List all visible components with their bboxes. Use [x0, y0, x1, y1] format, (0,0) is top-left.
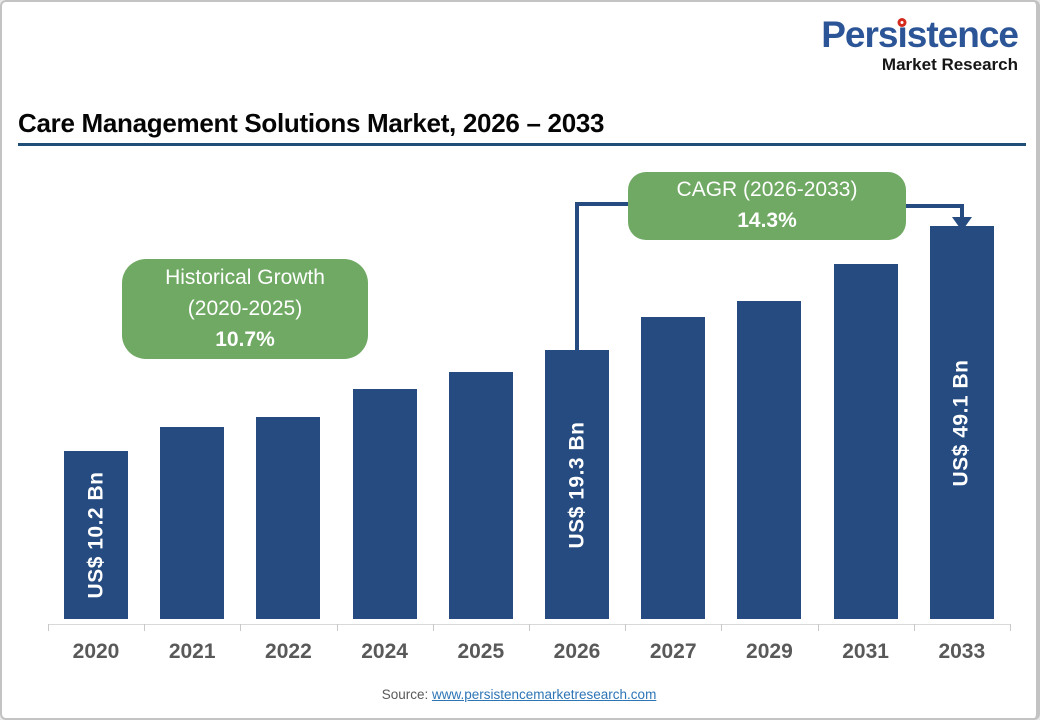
x-axis-tick — [1010, 624, 1011, 631]
brand-name: Persı stence — [821, 14, 1019, 55]
x-axis-label-2022: 2022 — [265, 640, 312, 663]
bar-value-label-2020: US$ 10.2 Bn — [84, 471, 108, 599]
title-underline — [18, 143, 1026, 146]
x-axis-label-2021: 2021 — [168, 640, 216, 663]
bar-2029 — [737, 301, 802, 619]
historical-growth-line2: (2020-2025) — [187, 297, 303, 320]
historical-growth-line1: Historical Growth — [165, 266, 325, 289]
x-axis-label-2031: 2031 — [842, 640, 889, 663]
x-axis-label-2020: 2020 — [72, 640, 120, 663]
page-title: Care Management Solutions Market, 2026 –… — [18, 108, 605, 138]
cagr-connector-left-vertical — [575, 202, 579, 354]
brand-subtitle: Market Research — [881, 55, 1018, 74]
x-axis-tick — [144, 624, 146, 631]
brand-name-pre: Pers — [821, 14, 898, 55]
bar-2024 — [352, 389, 417, 619]
x-axis-label-2033: 2033 — [938, 640, 986, 663]
x-axis-tick — [913, 624, 915, 631]
x-axis-label-2029: 2029 — [746, 640, 793, 663]
bar-2022 — [256, 417, 321, 619]
brand-logo: Persı stence Market Research — [821, 14, 1019, 74]
cagr-value: 14.3% — [737, 209, 797, 232]
brand-red-dot-icon — [897, 18, 907, 27]
cagr-connector-right-vertical — [960, 204, 964, 218]
x-axis-tick — [817, 624, 819, 631]
source-prefix: Source: — [381, 687, 429, 702]
x-axis-tick — [721, 624, 723, 631]
x-axis-label-2027: 2027 — [649, 640, 697, 663]
source-line: Source: www.persistencemarketresearch.co… — [2, 687, 1036, 702]
cagr-callout: CAGR (2026-2033) 14.3% — [628, 172, 906, 240]
x-axis-tick — [625, 624, 627, 631]
cagr-connector-right-horizontal — [904, 204, 962, 208]
x-axis-tick — [240, 624, 242, 631]
bar-value-label-2033: US$ 49.1 Bn — [949, 359, 973, 486]
x-axis-tick — [48, 624, 49, 631]
bar-2031 — [833, 264, 898, 619]
arrow-down-icon — [952, 217, 972, 231]
bar-2033: US$ 49.1 Bn — [929, 226, 994, 619]
cagr-connector-left-horizontal — [577, 202, 630, 206]
cagr-line1: CAGR (2026-2033) — [676, 178, 858, 201]
historical-growth-value: 10.7% — [215, 328, 275, 351]
bar-2026: US$ 19.3 Bn — [545, 350, 609, 619]
x-axis-tick — [432, 624, 434, 631]
brand-name-i: ı — [897, 14, 907, 55]
bar-2027 — [641, 317, 706, 619]
bar-value-label-2026: US$ 19.3 Bn — [565, 421, 589, 548]
brand-name-post: stence — [906, 14, 1019, 55]
x-axis-label-2024: 2024 — [361, 640, 408, 663]
bar-2020: US$ 10.2 Bn — [64, 451, 128, 619]
source-link[interactable]: www.persistencemarketresearch.com — [431, 687, 657, 702]
x-axis-tick — [529, 624, 530, 631]
x-axis-tick — [336, 624, 338, 631]
x-axis-label-2026: 2026 — [553, 640, 601, 663]
bar-2025 — [448, 372, 513, 619]
historical-growth-callout: Historical Growth (2020-2025) 10.7% — [122, 259, 368, 359]
bar-2021 — [160, 427, 225, 619]
x-axis-label-2025: 2025 — [457, 640, 505, 663]
